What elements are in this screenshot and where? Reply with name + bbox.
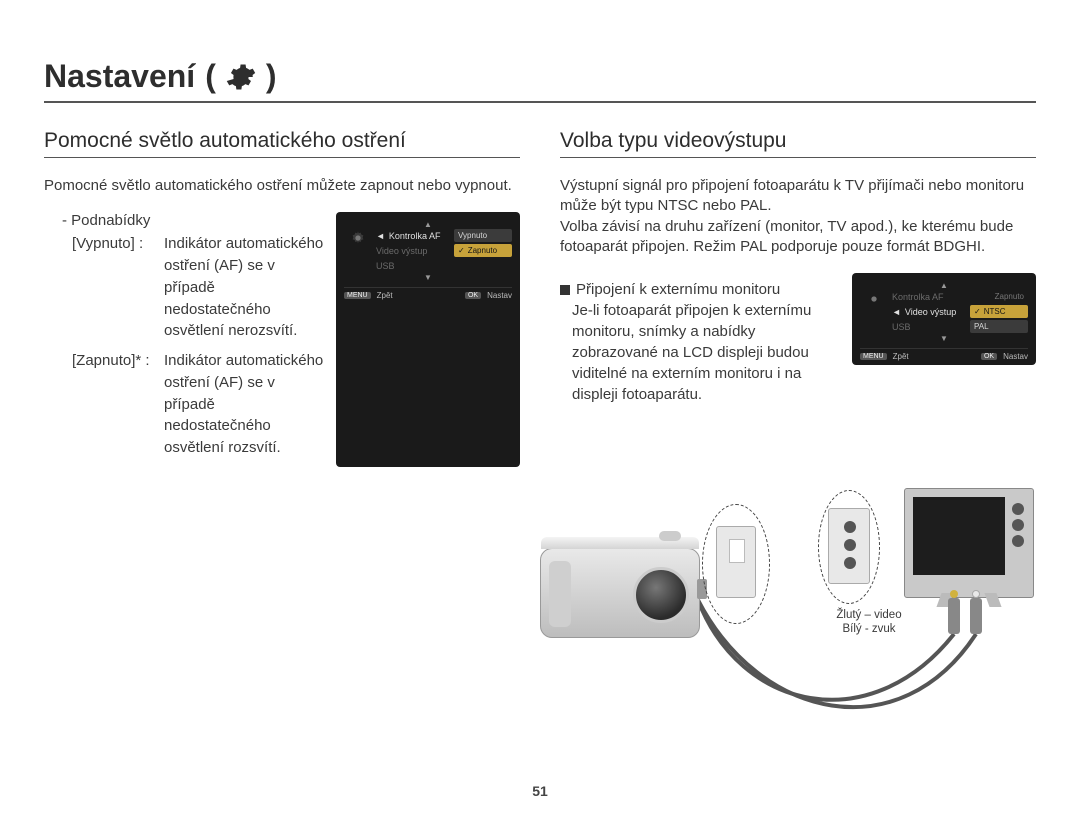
manual-page: Nastavení ( ) Pomocné světlo automatické… <box>0 0 1080 815</box>
submenu-item-desc: Indikátor automatického ostření (AF) se … <box>164 350 324 459</box>
lcd-back-label: Zpět <box>893 352 909 361</box>
lcd-option: PAL <box>970 320 1028 333</box>
lcd-back-btn: MENU <box>344 292 371 299</box>
av-sockets-closeup-icon <box>828 508 870 584</box>
gear-icon <box>226 62 256 92</box>
right-column: Volba typu videovýstupu Výstupní signál … <box>560 129 1036 467</box>
white-plug-icon <box>970 598 982 634</box>
lcd-menu-item: Kontrolka AF <box>389 231 441 241</box>
lcd-set-label: Nastav <box>487 291 512 300</box>
page-heading-row: Nastavení ( ) <box>44 58 1036 103</box>
lcd-option: Vypnuto <box>454 229 512 242</box>
page-number: 51 <box>532 783 548 799</box>
page-title: Nastavení <box>44 58 195 95</box>
square-bullet-icon <box>560 285 570 295</box>
lcd-option-selected: ✓Zapnuto <box>454 244 512 257</box>
submenu-label: - Podnabídky <box>44 212 324 229</box>
lcd-menu-item: Video výstup <box>376 246 427 256</box>
paren-close: ) <box>266 58 277 95</box>
submenu-item-name: [Vypnuto] <box>72 233 164 255</box>
lcd-preview-right: ▲ Kontrolka AF ◄Video výstup USB Zapnuto <box>852 273 1036 365</box>
content-columns: Pomocné světlo automatického ostření Pom… <box>44 129 1036 467</box>
submenu-item-name: [Zapnuto]* <box>72 350 164 372</box>
yellow-plug-icon <box>948 598 960 634</box>
left-column: Pomocné světlo automatického ostření Pom… <box>44 129 520 467</box>
tv-icon <box>904 488 1034 598</box>
submenu-item-desc: Indikátor automatického ostření (AF) se … <box>164 233 324 342</box>
cable-caption: Žlutý – video Bílý - zvuk <box>814 608 924 637</box>
lcd-menu-item: USB <box>892 322 911 332</box>
connection-illustration: Žlutý – video Bílý - zvuk <box>530 470 1050 770</box>
lcd-set-btn: OK <box>981 353 997 360</box>
lcd-right-value: Zapnuto <box>970 290 1028 303</box>
lcd-back-label: Zpět <box>377 291 393 300</box>
lcd-menu-item: USB <box>376 261 395 271</box>
port-closeup-icon <box>716 526 756 598</box>
gear-icon <box>866 291 882 307</box>
lcd-back-btn: MENU <box>860 353 887 360</box>
bullet-head: Připojení k externímu monitoru <box>560 279 840 300</box>
lcd-menu-item: Kontrolka AF <box>892 292 944 302</box>
camera-icon <box>540 548 700 638</box>
lcd-option-selected: ✓NTSC <box>970 305 1028 318</box>
bullet-body: Je-li fotoaparát připojen k externímu mo… <box>572 300 840 405</box>
right-intro: Výstupní signál pro připojení fotoaparát… <box>560 176 1036 257</box>
left-intro: Pomocné světlo automatického ostření můž… <box>44 176 520 196</box>
gear-icon <box>350 230 366 246</box>
lcd-preview-left: ▲ ◄Kontrolka AF Video výstup USB Vypnuto <box>336 212 520 467</box>
lcd-set-btn: OK <box>465 292 481 299</box>
left-section-title: Pomocné světlo automatického ostření <box>44 129 520 158</box>
lcd-set-label: Nastav <box>1003 352 1028 361</box>
right-section-title: Volba typu videovýstupu <box>560 129 1036 158</box>
lcd-menu-item: Video výstup <box>905 307 956 317</box>
paren-open: ( <box>205 58 216 95</box>
